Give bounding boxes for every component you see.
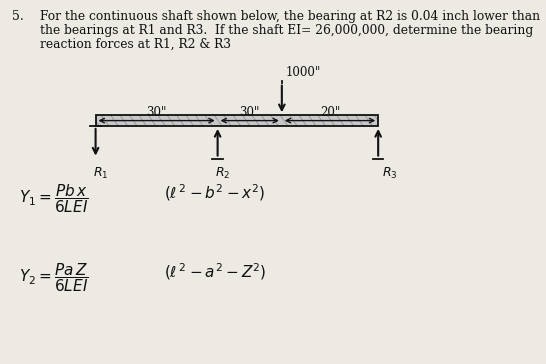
Text: $\left(\ell^{\,2} - a^2 - Z^2\right)$: $\left(\ell^{\,2} - a^2 - Z^2\right)$ (164, 261, 266, 282)
Text: $R_1$: $R_1$ (93, 166, 109, 181)
Text: reaction forces at R1, R2 & R3: reaction forces at R1, R2 & R3 (40, 38, 231, 51)
Bar (96, 115, 378, 126)
Text: $Y_2 = \dfrac{P a\, Z}{6LEI}$: $Y_2 = \dfrac{P a\, Z}{6LEI}$ (19, 261, 88, 294)
Bar (96, 115, 378, 126)
Text: For the continuous shaft shown below, the bearing at R2 is 0.04 inch lower than: For the continuous shaft shown below, th… (40, 11, 540, 23)
Text: $Y_1 = \dfrac{P b\, x}{6LEI}$: $Y_1 = \dfrac{P b\, x}{6LEI}$ (19, 182, 88, 215)
Text: $\left(\ell^{\,2} - b^2 - x^2\right)$: $\left(\ell^{\,2} - b^2 - x^2\right)$ (164, 182, 265, 203)
Text: 1000": 1000" (285, 66, 321, 79)
Text: $R_2$: $R_2$ (216, 166, 231, 181)
Text: $R_3$: $R_3$ (382, 166, 398, 181)
Text: 5.: 5. (12, 11, 24, 23)
Text: the bearings at R1 and R3.  If the shaft EI= 26,000,000, determine the bearing: the bearings at R1 and R3. If the shaft … (40, 24, 533, 37)
Text: 30": 30" (240, 106, 260, 119)
Text: 30": 30" (146, 106, 167, 119)
Text: 20": 20" (320, 106, 340, 119)
